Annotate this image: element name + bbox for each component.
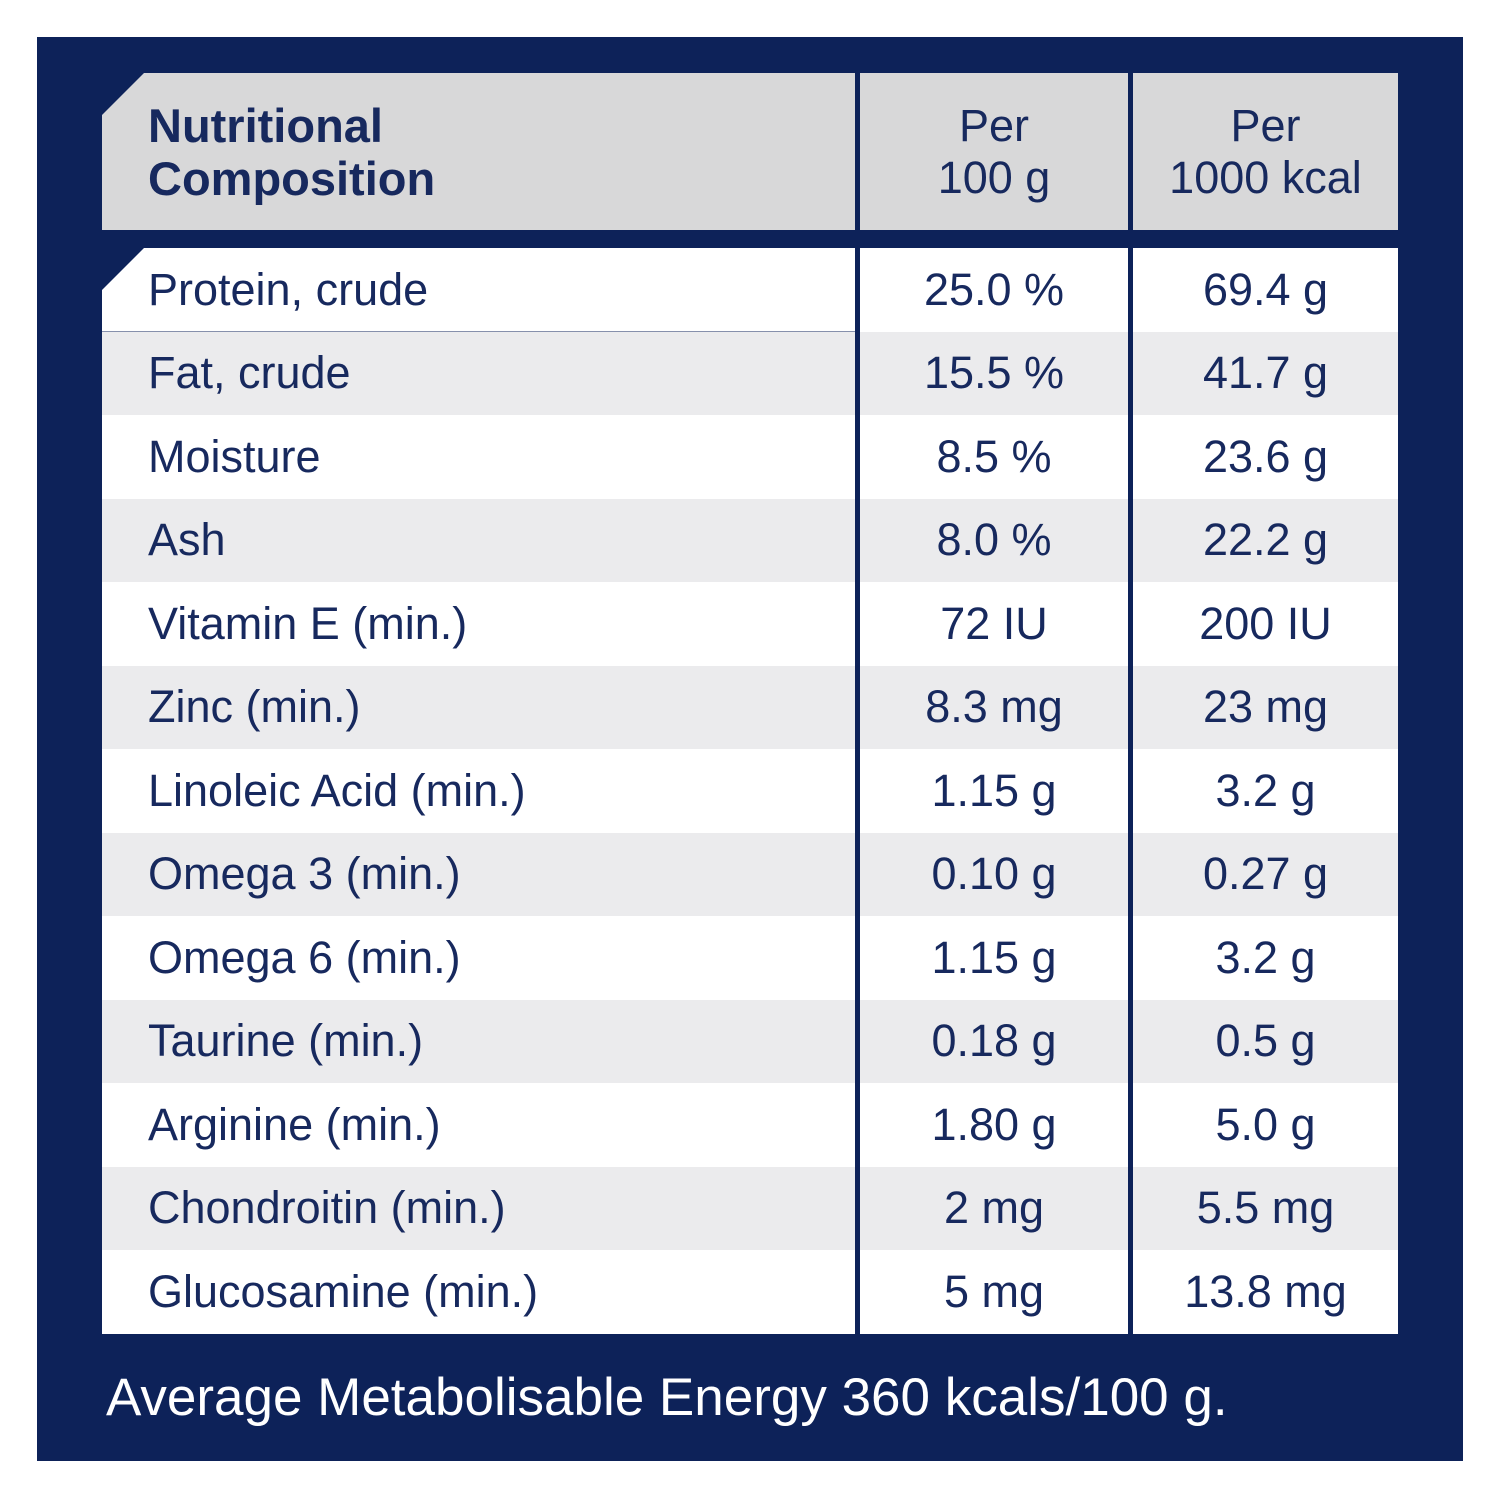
row-label-vitamin-e: Vitamin E (min.) bbox=[102, 582, 855, 666]
row-value-zinc-per-100g: 8.3 mg bbox=[860, 665, 1128, 749]
nutrition-table: Nutritional Composition Per 100 g Per 10… bbox=[102, 73, 1398, 1334]
column-header-per-100g-line1: Per bbox=[958, 99, 1030, 151]
table-header: Nutritional Composition Per 100 g Per 10… bbox=[102, 73, 1398, 230]
row-value-vitamin-e-per-1000kcal: 200 IU bbox=[1133, 582, 1398, 666]
row-value-ash-per-100g: 8.0 % bbox=[860, 498, 1128, 582]
row-value-vitamin-e-per-100g: 72 IU bbox=[860, 582, 1128, 666]
row-value-arginine-per-1000kcal: 5.0 g bbox=[1133, 1083, 1398, 1167]
row-value-zinc-per-1000kcal: 23 mg bbox=[1133, 665, 1398, 749]
row-value-arginine-per-100g: 1.80 g bbox=[860, 1083, 1128, 1167]
row-value-omega-3-per-100g: 0.10 g bbox=[860, 832, 1128, 916]
nutrition-label-panel: Nutritional Composition Per 100 g Per 10… bbox=[37, 37, 1463, 1461]
row-label-glucosamine: Glucosamine (min.) bbox=[102, 1250, 855, 1334]
row-value-protein-per-1000kcal: 69.4 g bbox=[1133, 248, 1398, 332]
column-header-per-100g: Per 100 g bbox=[860, 73, 1128, 230]
row-value-moisture-per-100g: 8.5 % bbox=[860, 415, 1128, 499]
column-header-per-1000kcal: Per 1000 kcal bbox=[1133, 73, 1398, 230]
column-header-per-100g-line2: 100 g bbox=[937, 151, 1051, 203]
row-value-moisture-per-1000kcal: 23.6 g bbox=[1133, 415, 1398, 499]
row-value-taurine-per-100g: 0.18 g bbox=[860, 999, 1128, 1083]
row-value-chondroitin-per-1000kcal: 5.5 mg bbox=[1133, 1166, 1398, 1250]
row-label-linoleic-acid: Linoleic Acid (min.) bbox=[102, 749, 855, 833]
row-value-omega-6-per-100g: 1.15 g bbox=[860, 916, 1128, 1000]
row-value-fat-per-100g: 15.5 % bbox=[860, 331, 1128, 415]
row-label-ash: Ash bbox=[102, 498, 855, 582]
column-header-per-1000kcal-line1: Per bbox=[1230, 99, 1301, 151]
row-label-chondroitin: Chondroitin (min.) bbox=[102, 1166, 855, 1250]
row-value-glucosamine-per-100g: 5 mg bbox=[860, 1250, 1128, 1334]
row-label-fat: Fat, crude bbox=[102, 331, 855, 415]
table-title-line2: Composition bbox=[148, 151, 436, 205]
row-label-zinc: Zinc (min.) bbox=[102, 665, 855, 749]
row-value-ash-per-1000kcal: 22.2 g bbox=[1133, 498, 1398, 582]
row-label-protein: Protein, crude bbox=[102, 248, 855, 332]
row-value-omega-3-per-1000kcal: 0.27 g bbox=[1133, 832, 1398, 916]
table-title-line1: Nutritional bbox=[148, 98, 383, 152]
table-body: Protein, crude 25.0 % 69.4 g Fat, crude … bbox=[102, 248, 1398, 1334]
row-value-linoleic-acid-per-100g: 1.15 g bbox=[860, 749, 1128, 833]
row-value-glucosamine-per-1000kcal: 13.8 mg bbox=[1133, 1250, 1398, 1334]
column-header-per-1000kcal-line2: 1000 kcal bbox=[1169, 151, 1362, 203]
row-value-linoleic-acid-per-1000kcal: 3.2 g bbox=[1133, 749, 1398, 833]
table-title: Nutritional Composition bbox=[102, 73, 855, 230]
average-energy-note: Average Metabolisable Energy 360 kcals/1… bbox=[106, 1367, 1228, 1427]
row-label-omega-6: Omega 6 (min.) bbox=[102, 916, 855, 1000]
row-value-protein-per-100g: 25.0 % bbox=[860, 248, 1128, 332]
row-label-arginine: Arginine (min.) bbox=[102, 1083, 855, 1167]
row-label-omega-3: Omega 3 (min.) bbox=[102, 832, 855, 916]
row-value-omega-6-per-1000kcal: 3.2 g bbox=[1133, 916, 1398, 1000]
row-value-chondroitin-per-100g: 2 mg bbox=[860, 1166, 1128, 1250]
row-label-taurine: Taurine (min.) bbox=[102, 999, 855, 1083]
row-value-taurine-per-1000kcal: 0.5 g bbox=[1133, 999, 1398, 1083]
row-label-moisture: Moisture bbox=[102, 415, 855, 499]
row-value-fat-per-1000kcal: 41.7 g bbox=[1133, 331, 1398, 415]
